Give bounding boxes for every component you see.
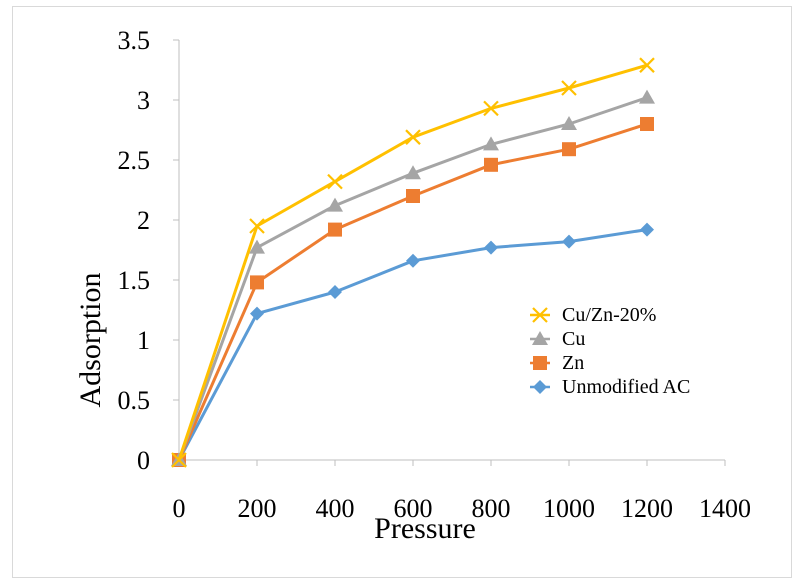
data-point xyxy=(249,218,265,234)
data-point xyxy=(328,222,342,237)
series-line xyxy=(177,96,648,461)
x-tick-label: 1000 xyxy=(543,494,595,523)
y-tick-label: 1 xyxy=(137,326,150,355)
x-tick-label: 800 xyxy=(472,494,511,523)
x-tick-label: 200 xyxy=(238,494,277,523)
data-point xyxy=(483,100,499,117)
legend-entry: Cu xyxy=(530,328,585,350)
x-tick-label: 1200 xyxy=(621,494,673,523)
data-point xyxy=(406,189,420,203)
series-unmodified-ac xyxy=(172,222,654,467)
legend-swatch-marker xyxy=(532,331,548,345)
data-point xyxy=(327,173,343,190)
legend-entry: Unmodified AC xyxy=(530,376,690,398)
data-point xyxy=(639,89,655,104)
legend-label: Cu/Zn-20% xyxy=(562,304,656,326)
legend-swatch-marker xyxy=(533,356,547,370)
legend-swatch-marker xyxy=(532,307,548,323)
data-point xyxy=(328,285,342,299)
series-layer xyxy=(171,57,655,468)
legend-swatch-marker xyxy=(533,380,547,394)
y-tick-label: 0.5 xyxy=(118,386,151,415)
data-point xyxy=(483,136,499,151)
data-point xyxy=(639,57,655,73)
axes xyxy=(173,39,726,466)
chart-frame xyxy=(12,6,792,578)
x-tick-label: 400 xyxy=(316,494,355,523)
data-point xyxy=(405,165,421,180)
data-point xyxy=(171,452,187,468)
series-cu xyxy=(171,89,655,466)
legend-label: Unmodified AC xyxy=(562,376,690,398)
legend-entry: Zn xyxy=(530,352,584,374)
legend-entry: Cu/Zn-20% xyxy=(530,304,656,326)
data-point xyxy=(250,306,264,321)
x-axis-title: Pressure xyxy=(374,512,476,545)
series-cu-zn-20 xyxy=(171,57,655,468)
x-tick-label: 0 xyxy=(173,494,186,523)
x-tick-label: 600 xyxy=(394,494,433,523)
y-tick-label: 2.5 xyxy=(118,146,151,175)
y-tick-label: 2 xyxy=(137,206,150,235)
data-point xyxy=(640,117,654,131)
tick-labels: 0 0.5 1 1.5 2 2.5 3 3.5 0 200 400 600 800 1000 1200 140… xyxy=(118,26,752,523)
y-tick-label: 1.5 xyxy=(118,266,151,295)
data-point xyxy=(562,234,576,249)
y-axis-title: Adsorption xyxy=(74,273,107,408)
legend-label: Zn xyxy=(562,352,584,374)
data-point xyxy=(561,80,577,96)
y-tick-label: 3 xyxy=(137,86,150,115)
data-point xyxy=(406,253,420,268)
x-tick-label: 1400 xyxy=(699,494,751,523)
data-point xyxy=(562,142,576,157)
data-point xyxy=(561,116,577,130)
y-tick-label: 0 xyxy=(137,446,150,475)
data-point xyxy=(250,275,264,290)
data-point xyxy=(405,129,421,145)
data-point xyxy=(327,197,343,212)
legend-label: Cu xyxy=(562,328,585,350)
y-tick-label: 3.5 xyxy=(118,26,151,55)
data-point xyxy=(484,240,498,255)
data-point xyxy=(249,239,265,254)
data-point xyxy=(640,222,654,237)
data-point xyxy=(484,157,498,172)
